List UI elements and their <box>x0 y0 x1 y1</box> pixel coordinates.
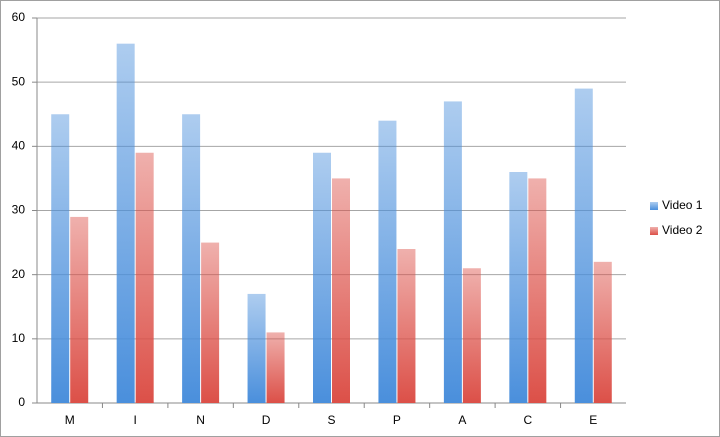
bar <box>509 172 528 403</box>
bar <box>397 249 416 403</box>
bar <box>443 101 462 404</box>
y-tick-label: 0 <box>18 395 25 409</box>
bar <box>182 114 201 403</box>
bar <box>593 261 612 403</box>
x-tick-label: M <box>65 413 75 427</box>
bar <box>247 293 266 403</box>
bar <box>201 242 220 403</box>
bar <box>135 152 154 403</box>
y-tick-label: 50 <box>12 74 26 88</box>
x-tick-label: I <box>133 413 136 427</box>
bar <box>378 120 397 404</box>
bar <box>70 216 89 403</box>
bar <box>332 178 350 403</box>
x-tick-label: C <box>523 413 532 427</box>
bar <box>266 332 285 403</box>
bar <box>51 114 70 403</box>
x-tick-label: P <box>393 413 401 427</box>
x-tick-label: N <box>196 413 205 427</box>
x-tick-label: D <box>262 413 271 427</box>
bar <box>313 152 331 403</box>
bar <box>462 268 481 403</box>
legend-swatch <box>650 202 658 210</box>
bar <box>574 88 593 403</box>
legend-label: Video 1 <box>662 198 703 212</box>
y-tick-label: 30 <box>12 203 26 217</box>
y-tick-label: 60 <box>12 10 26 24</box>
x-tick-label: A <box>458 413 466 427</box>
y-tick-label: 10 <box>12 331 26 345</box>
legend-swatch <box>650 227 658 235</box>
bar <box>528 178 547 403</box>
y-tick-label: 20 <box>12 267 26 281</box>
y-tick-label: 40 <box>12 139 26 153</box>
bar <box>116 43 135 404</box>
x-tick-label: E <box>589 413 597 427</box>
x-tick-label: S <box>327 413 335 427</box>
legend-label: Video 2 <box>662 223 703 237</box>
